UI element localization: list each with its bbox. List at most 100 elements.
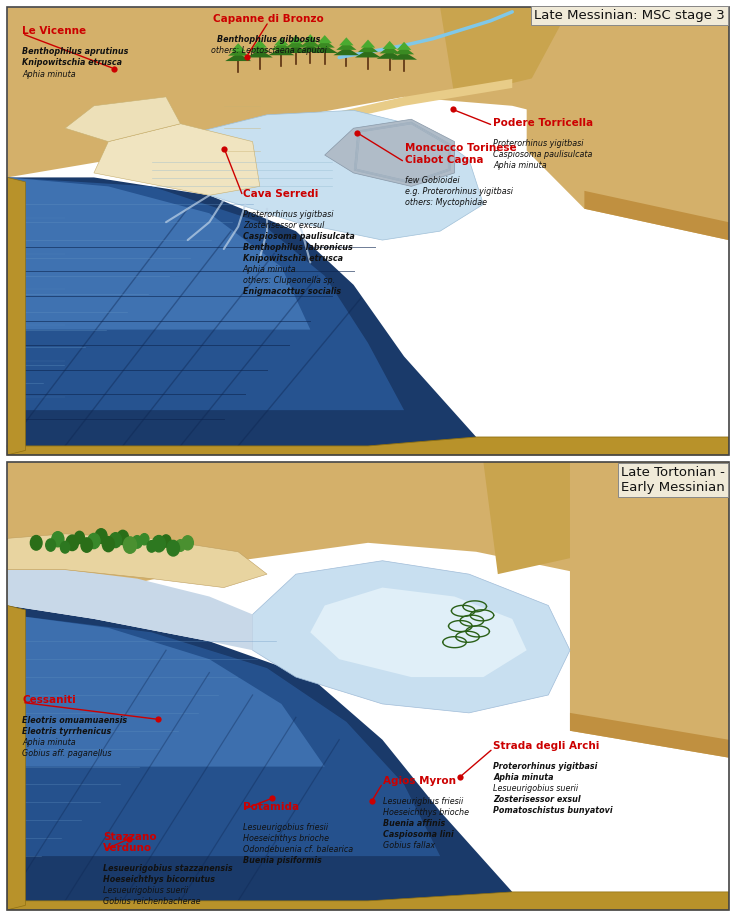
Text: Caspiosoma paulisulcata: Caspiosoma paulisulcata xyxy=(243,232,355,241)
Text: Lesueurigobius suerii: Lesueurigobius suerii xyxy=(103,886,188,895)
Circle shape xyxy=(66,535,79,550)
Polygon shape xyxy=(94,124,260,196)
Text: Lesueurigobius friesii: Lesueurigobius friesii xyxy=(243,823,328,833)
Circle shape xyxy=(95,528,107,543)
Text: Aphia minuta: Aphia minuta xyxy=(22,70,76,78)
Text: Agios Myron: Agios Myron xyxy=(383,776,456,786)
Text: Odondebuenia cf. balearica: Odondebuenia cf. balearica xyxy=(243,845,353,855)
Polygon shape xyxy=(358,44,378,52)
Polygon shape xyxy=(7,615,325,766)
Text: Gobius fallax: Gobius fallax xyxy=(383,841,435,850)
Polygon shape xyxy=(283,45,309,53)
Polygon shape xyxy=(7,462,729,606)
Text: Pomatoschistus bunyatovi: Pomatoschistus bunyatovi xyxy=(493,806,613,815)
Polygon shape xyxy=(584,191,729,240)
Polygon shape xyxy=(599,587,729,713)
Polygon shape xyxy=(7,570,252,651)
Text: Proterorhinus yigitbasi: Proterorhinus yigitbasi xyxy=(493,139,584,148)
Polygon shape xyxy=(252,561,570,713)
Circle shape xyxy=(102,537,114,551)
Polygon shape xyxy=(289,35,303,43)
Polygon shape xyxy=(7,7,729,177)
Text: Late Tortonian -
Early Messinian: Late Tortonian - Early Messinian xyxy=(621,466,725,494)
Text: Capanne di Bronzo: Capanne di Bronzo xyxy=(213,15,324,25)
Polygon shape xyxy=(228,48,248,56)
Text: Benthophilus labronicus: Benthophilus labronicus xyxy=(243,243,353,252)
Text: Late Messinian: MSC stage 3: Late Messinian: MSC stage 3 xyxy=(534,9,725,22)
Polygon shape xyxy=(286,40,306,48)
Text: Hoeseichthys brioche: Hoeseichthys brioche xyxy=(383,808,469,817)
Polygon shape xyxy=(300,39,320,47)
Polygon shape xyxy=(311,587,527,677)
Circle shape xyxy=(132,536,142,549)
Circle shape xyxy=(52,532,64,547)
Circle shape xyxy=(74,531,85,543)
Polygon shape xyxy=(297,44,323,52)
Circle shape xyxy=(147,540,156,552)
Text: Zosterisessor excsul: Zosterisessor excsul xyxy=(243,221,325,230)
Text: Gobius aff. paganellus: Gobius aff. paganellus xyxy=(22,749,112,758)
Text: Knipowitschia etrusca: Knipowitschia etrusca xyxy=(243,254,343,263)
Polygon shape xyxy=(7,462,729,910)
Text: Moncucco Torinese
Ciabot Cagna: Moncucco Torinese Ciabot Cagna xyxy=(405,143,517,165)
Text: Strada degli Archi: Strada degli Archi xyxy=(493,742,600,751)
Polygon shape xyxy=(247,50,273,58)
Polygon shape xyxy=(325,119,455,187)
Polygon shape xyxy=(333,47,359,55)
Text: Aphia minuta: Aphia minuta xyxy=(493,161,547,170)
Text: Stazzano
Verduno: Stazzano Verduno xyxy=(103,832,157,853)
Circle shape xyxy=(140,534,149,545)
Text: Lesueurigobius suerii: Lesueurigobius suerii xyxy=(493,784,578,793)
Polygon shape xyxy=(397,41,411,50)
Text: Podere Torricella: Podere Torricella xyxy=(493,119,593,128)
Polygon shape xyxy=(7,177,25,455)
Text: Hoeseichthys brioche: Hoeseichthys brioche xyxy=(243,834,329,844)
Polygon shape xyxy=(394,46,414,54)
Polygon shape xyxy=(7,437,729,455)
Circle shape xyxy=(176,539,185,551)
Text: Caspiosoma paulisulcata: Caspiosoma paulisulcata xyxy=(493,150,592,159)
Text: Lesueurigobius stazzanensis: Lesueurigobius stazzanensis xyxy=(103,864,233,873)
Polygon shape xyxy=(7,534,267,587)
Polygon shape xyxy=(317,35,332,43)
Text: few Gobioidei: few Gobioidei xyxy=(405,176,459,185)
Polygon shape xyxy=(303,34,317,42)
Polygon shape xyxy=(272,41,291,50)
Text: Eleotris omuamuaensis: Eleotris omuamuaensis xyxy=(22,716,127,725)
Text: others: Clupeonella sp.: others: Clupeonella sp. xyxy=(243,276,335,285)
Polygon shape xyxy=(570,462,729,757)
Polygon shape xyxy=(377,51,403,59)
Polygon shape xyxy=(7,7,729,455)
Polygon shape xyxy=(361,40,375,48)
Circle shape xyxy=(117,530,129,545)
Polygon shape xyxy=(380,45,400,53)
Polygon shape xyxy=(7,177,476,455)
Polygon shape xyxy=(7,177,404,410)
Circle shape xyxy=(182,536,194,550)
Text: Potamida: Potamida xyxy=(243,802,299,812)
Circle shape xyxy=(167,540,180,556)
Polygon shape xyxy=(440,7,729,96)
Polygon shape xyxy=(383,41,397,49)
Polygon shape xyxy=(570,713,729,757)
Text: Gobius reichenbacherae: Gobius reichenbacherae xyxy=(103,897,200,906)
Polygon shape xyxy=(312,45,338,53)
Polygon shape xyxy=(7,177,311,330)
Text: Le Vicenne: Le Vicenne xyxy=(22,27,86,37)
Polygon shape xyxy=(527,7,729,240)
Text: Hoeseichthys bicornutus: Hoeseichthys bicornutus xyxy=(103,875,215,884)
Polygon shape xyxy=(166,79,512,160)
Circle shape xyxy=(81,538,93,552)
Bar xyxy=(7,7,729,455)
Circle shape xyxy=(161,535,171,547)
Polygon shape xyxy=(7,615,440,857)
Text: Knipowitschia etrusca: Knipowitschia etrusca xyxy=(22,59,122,67)
Circle shape xyxy=(30,536,42,550)
Circle shape xyxy=(60,541,70,553)
Text: others: Myctophidae: others: Myctophidae xyxy=(405,198,486,207)
Polygon shape xyxy=(250,44,270,52)
Text: Eleotris tyrrhenicus: Eleotris tyrrhenicus xyxy=(22,727,111,736)
Circle shape xyxy=(88,533,100,549)
Polygon shape xyxy=(137,110,484,240)
Polygon shape xyxy=(7,892,729,910)
